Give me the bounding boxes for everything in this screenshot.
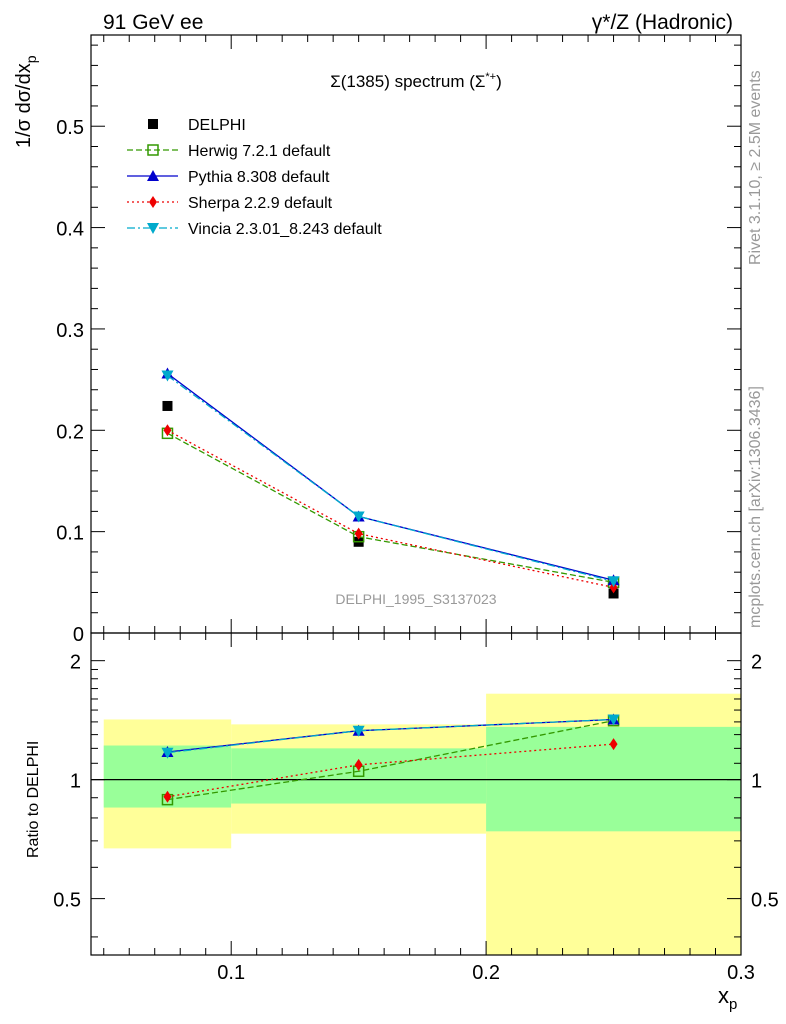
main-y-tick-label: 0.5 <box>56 117 84 139</box>
rivet-label: Rivet 3.1.10, ≥ 2.5M events <box>747 70 764 265</box>
legend-label-data: DELPHI <box>188 117 246 134</box>
legend-marker-sherpa <box>149 196 157 208</box>
main-title: Σ(1385) spectrum (Σ*+) <box>330 71 502 91</box>
main-point-sherpa <box>354 527 363 540</box>
legend-label-vincia: Vincia 2.3.01_8.243 default <box>188 221 382 238</box>
ratio-y-tick-label-left: 2 <box>70 652 81 674</box>
legend-marker-pythia <box>147 170 159 181</box>
ratio-panel-ticks: 0.5 0.5 1 1 2 2 0.1 0.2 0.3 <box>53 633 779 984</box>
x-tick-label: 0.2 <box>472 962 500 984</box>
x-axis-label: xp <box>718 983 737 1013</box>
main-series-line-sherpa <box>167 429 614 589</box>
ratio-point-sherpa <box>354 758 363 771</box>
main-panel-ticks: 0 0.1 0.2 0.3 0.4 0.5 <box>56 35 742 646</box>
main-y-tick-label: 0.2 <box>56 421 84 443</box>
main-series-line-pythia <box>167 373 614 581</box>
ratio-y-tick-label-right: 1 <box>751 771 762 793</box>
ratio-series-line-herwig <box>167 720 614 801</box>
legend-marker-data <box>148 119 158 129</box>
legend-label-herwig: Herwig 7.2.1 default <box>188 143 331 160</box>
legend-label-pythia: Pythia 8.308 default <box>188 169 330 186</box>
ratio-uncertainty-bands <box>103 693 741 955</box>
main-point-sherpa <box>163 424 172 437</box>
main-point-vincia <box>161 370 174 382</box>
ratio-y-axis-label: Ratio to DELPHI <box>25 741 42 858</box>
main-series-line-herwig <box>167 432 614 583</box>
ratio-point-sherpa <box>609 738 618 751</box>
x-tick-label: 0.1 <box>217 962 245 984</box>
main-point-data <box>162 400 173 411</box>
main-point-vincia <box>352 511 365 523</box>
main-y-tick-label: 0.3 <box>56 320 84 342</box>
main-y-tick-label: 0.1 <box>56 523 84 545</box>
ratio-point-vincia <box>607 714 620 726</box>
main-y-tick-label: 0.4 <box>56 219 84 241</box>
ratio-y-tick-label-left: 0.5 <box>53 890 81 912</box>
mcplots-label: mcplots.cern.ch [arXiv:1306.3436] <box>747 386 764 628</box>
main-y-tick-label: 0 <box>73 624 84 646</box>
ratio-y-tick-label-right: 0.5 <box>751 890 779 912</box>
ratio-point-sherpa <box>163 790 172 803</box>
main-panel-series <box>161 367 620 599</box>
header-left-label: 91 GeV ee <box>103 11 203 34</box>
main-point-data <box>608 588 619 599</box>
legend: DELPHI Herwig 7.2.1 default Pythia 8.308 d… <box>127 117 382 238</box>
legend-label-sherpa: Sherpa 2.2.9 default <box>188 195 333 212</box>
main-y-axis-label: 1/σ dσ/dxp <box>13 55 39 148</box>
main-series-line-vincia <box>167 375 614 582</box>
ratio-panel-frame <box>90 632 742 956</box>
main-point-sherpa <box>609 581 618 594</box>
header-right-label: γ*/Z (Hadronic) <box>592 11 733 34</box>
ratio-point-vincia <box>352 725 365 737</box>
ratio-point-vincia <box>161 747 174 759</box>
main-point-vincia <box>607 576 620 588</box>
analysis-watermark: DELPHI_1995_S3137023 <box>335 591 496 607</box>
ratio-y-tick-label-left: 1 <box>70 771 81 793</box>
ratio-y-tick-label-right: 2 <box>751 652 762 674</box>
legend-marker-herwig <box>147 144 159 156</box>
ratio-panel-series <box>161 713 620 806</box>
x-tick-label: 0.3 <box>727 962 755 984</box>
legend-marker-vincia <box>147 223 159 234</box>
